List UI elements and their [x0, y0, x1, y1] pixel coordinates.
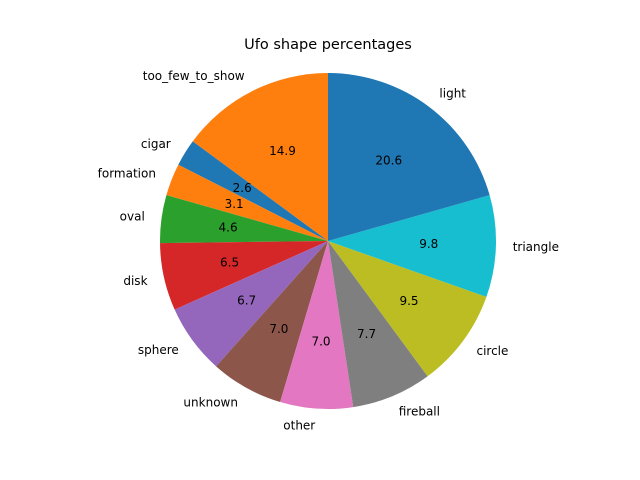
- slice-label-triangle: triangle: [513, 240, 559, 254]
- slice-percent-fireball: 7.7: [357, 327, 376, 341]
- slice-percent-formation: 3.1: [225, 197, 244, 211]
- slice-label-circle: circle: [476, 344, 508, 358]
- slice-percent-too-few-to-show: 14.9: [269, 144, 296, 158]
- slice-label-disk: disk: [123, 274, 147, 288]
- slice-percentages: 14.9 2.6 3.1 4.6 6.5 6.7 7.0 7.0 7.7 9.5 9.8 20.6: [219, 144, 439, 349]
- slice-label-other: other: [283, 418, 315, 432]
- pie-slice-light: [328, 73, 490, 241]
- pie-slices: [159, 73, 496, 409]
- slice-label-formation: formation: [98, 167, 156, 181]
- slice-label-too-few-to-show: too_few_to_show: [143, 69, 245, 83]
- chart-title: Ufo shape percentages: [244, 37, 412, 53]
- slice-label-oval: oval: [120, 210, 145, 224]
- pie-slice-disk: [160, 241, 328, 310]
- pie-slice-too-few-to-show: [192, 73, 328, 241]
- pie-slice-oval: [159, 195, 328, 244]
- slice-label-unknown: unknown: [183, 395, 238, 409]
- slice-percent-light: 20.6: [375, 154, 402, 168]
- pie-slice-fireball: [328, 241, 428, 408]
- slice-label-light: light: [439, 87, 466, 101]
- pie-slice-circle: [328, 241, 487, 377]
- slice-percent-cigar: 2.6: [233, 181, 252, 195]
- pie-slice-cigar: [178, 141, 328, 241]
- slice-percent-sphere: 6.7: [237, 294, 256, 308]
- slice-percent-oval: 4.6: [219, 221, 238, 235]
- slice-label-fireball: fireball: [399, 405, 440, 419]
- slice-label-sphere: sphere: [138, 343, 179, 357]
- slice-percent-unknown: 7.0: [269, 322, 288, 336]
- slice-percent-disk: 6.5: [220, 256, 239, 270]
- pie-slice-formation: [166, 164, 328, 241]
- pie-slice-unknown: [216, 241, 328, 403]
- slice-label-cigar: cigar: [141, 137, 171, 151]
- slice-percent-other: 7.0: [311, 335, 330, 349]
- pie-slice-sphere: [174, 241, 328, 367]
- slice-percent-circle: 9.5: [399, 294, 418, 308]
- pie-slice-other: [280, 241, 354, 409]
- slice-percent-triangle: 9.8: [419, 237, 438, 251]
- pie-slice-triangle: [328, 195, 496, 297]
